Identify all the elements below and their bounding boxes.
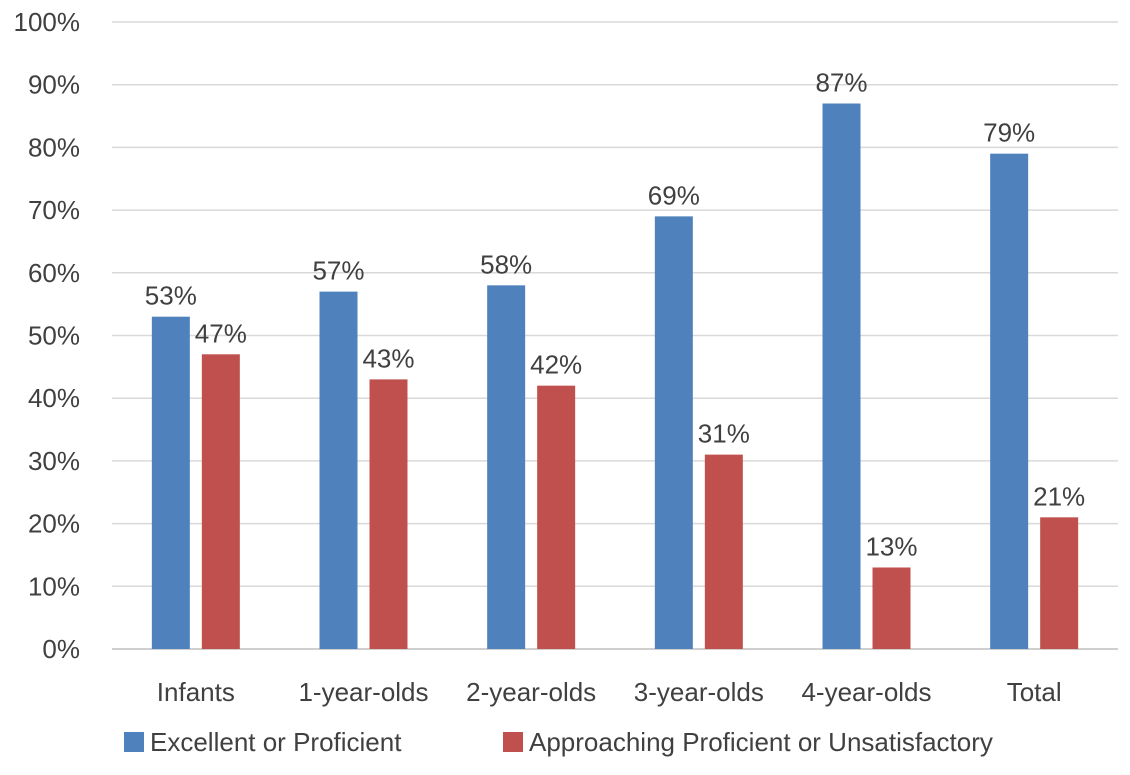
bar-approaching-proficient-or-unsatisfactory: [872, 567, 911, 649]
legend-label: Excellent or Proficient: [150, 727, 402, 757]
y-tick-label: 90%: [28, 70, 80, 100]
data-label: 47%: [195, 318, 247, 348]
data-label: 43%: [362, 343, 414, 373]
bar-excellent-or-proficient: [654, 216, 693, 649]
x-tick-label: 1-year-olds: [298, 677, 428, 707]
data-label: 58%: [480, 249, 532, 279]
bars: [151, 103, 1079, 650]
y-tick-label: 20%: [28, 509, 80, 539]
data-labels: 53% 47% 57% 43% 58% 42% 69% 31% 87% 13% 79% 21%: [145, 68, 1085, 562]
legend-swatch: [124, 732, 144, 752]
data-label: 13%: [865, 531, 917, 561]
data-label: 42%: [530, 350, 582, 380]
legend-label: Approaching Proficient or Unsatisfactory: [529, 727, 993, 757]
bar-approaching-proficient-or-unsatisfactory: [369, 379, 408, 649]
data-label: 53%: [145, 281, 197, 311]
bar-approaching-proficient-or-unsatisfactory: [704, 454, 743, 649]
legend: Excellent or Proficient Approaching Profi…: [124, 727, 993, 757]
y-tick-label: 60%: [28, 258, 80, 288]
data-label: 69%: [648, 180, 700, 210]
x-tick-label: Infants: [157, 677, 235, 707]
bar-excellent-or-proficient: [487, 285, 526, 649]
gridlines: [112, 21, 1118, 650]
data-label: 79%: [983, 118, 1035, 148]
data-label: 21%: [1033, 481, 1085, 511]
bar-excellent-or-proficient: [822, 103, 861, 649]
y-tick-label: 40%: [28, 383, 80, 413]
x-tick-label: 3-year-olds: [634, 677, 764, 707]
data-label: 31%: [698, 419, 750, 449]
x-tick-label: Total: [1007, 677, 1062, 707]
bar-approaching-proficient-or-unsatisfactory: [537, 385, 576, 649]
y-tick-label: 10%: [28, 571, 80, 601]
y-tick-label: 70%: [28, 195, 80, 225]
bar-excellent-or-proficient: [319, 291, 358, 649]
bar-excellent-or-proficient: [990, 153, 1029, 650]
bar-approaching-proficient-or-unsatisfactory: [201, 354, 240, 649]
y-tick-label: 100%: [14, 7, 81, 37]
x-tick-label: 2-year-olds: [466, 677, 596, 707]
y-tick-label: 80%: [28, 132, 80, 162]
x-tick-label: 4-year-olds: [801, 677, 931, 707]
bar-excellent-or-proficient: [151, 316, 190, 649]
y-tick-label: 0%: [42, 634, 80, 664]
y-tick-label: 50%: [28, 321, 80, 351]
y-axis: 0% 10% 20% 30% 40% 50% 60% 70% 80% 90% 100%: [14, 7, 81, 664]
data-label: 57%: [312, 256, 364, 286]
legend-swatch: [503, 732, 523, 752]
data-label: 87%: [815, 68, 867, 98]
bar-approaching-proficient-or-unsatisfactory: [1040, 517, 1079, 649]
x-axis: Infants 1-year-olds 2-year-olds 3-year-olds…: [157, 677, 1062, 707]
y-tick-label: 30%: [28, 446, 80, 476]
